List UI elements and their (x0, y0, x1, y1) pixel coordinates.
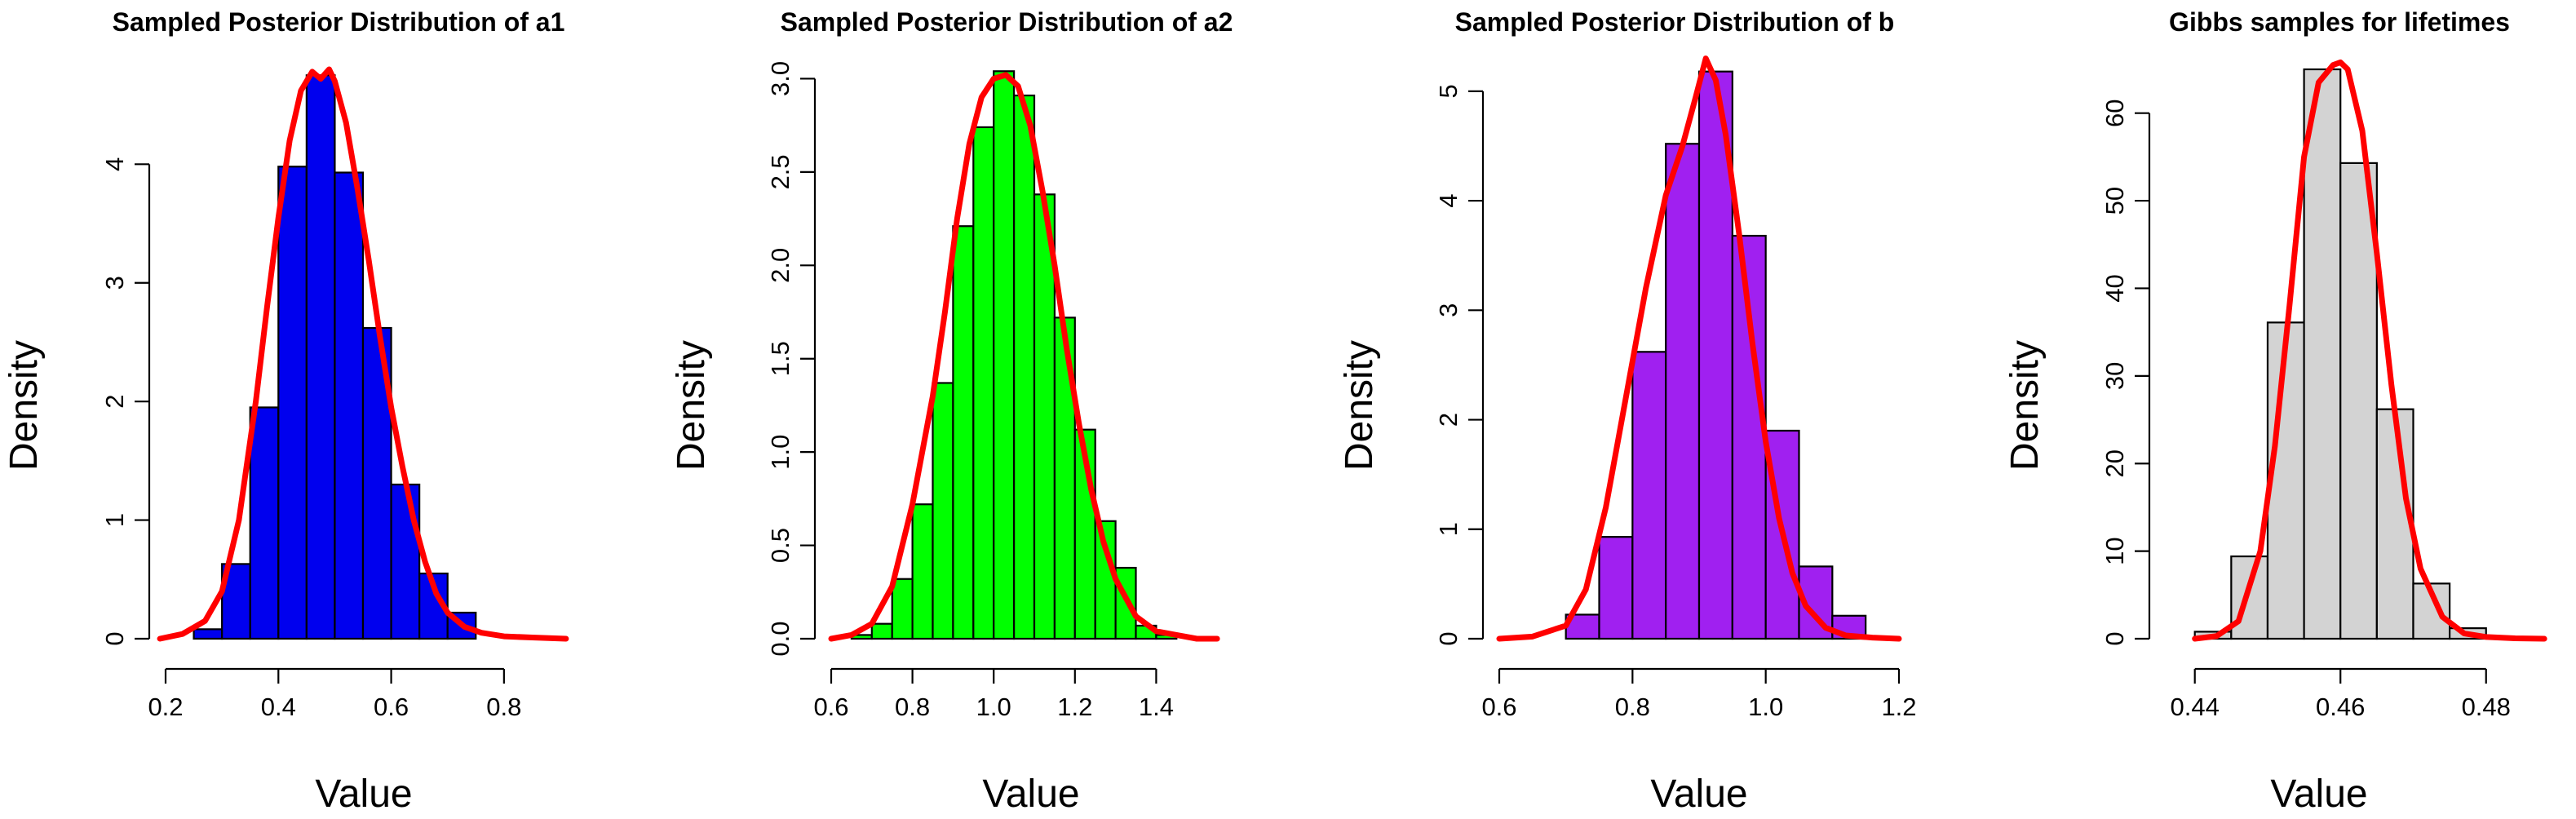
x-tick-label: 0.8 (486, 693, 521, 721)
histogram-bar (972, 126, 995, 640)
histogram-bars (1565, 70, 1867, 640)
chart-panel-a2: Sampled Posterior Distribution of a2 Den… (670, 7, 1233, 816)
y-axis-label: Density (2, 340, 46, 471)
y-tick-label: 3 (1434, 303, 1463, 317)
y-tick-label: 60 (2100, 99, 2129, 126)
chart-title: Sampled Posterior Distribution of a1 (113, 7, 565, 37)
chart-title: Sampled Posterior Distribution of a2 (781, 7, 1233, 37)
y-tick-label: 2 (100, 395, 129, 409)
histogram-bars (193, 74, 477, 640)
x-tick-label: 0.8 (1615, 693, 1650, 721)
chart-panel-b: Sampled Posterior Distribution of b Dens… (1338, 7, 1917, 816)
y-tick-label: 30 (2100, 362, 2129, 390)
y-tick-label: 40 (2100, 274, 2129, 302)
x-tick-label: 1.4 (1139, 693, 1174, 721)
density-curve-group (2192, 59, 2547, 642)
density-curve (1496, 55, 1902, 642)
density-curve (828, 72, 1220, 642)
density-curve (157, 66, 569, 642)
histogram-bar (993, 70, 1016, 640)
y-tick-label: 4 (1434, 193, 1463, 207)
y-tick-label: 1 (1434, 522, 1463, 536)
x-axis-label: Value (2270, 773, 2367, 816)
y-tick-label: 3.0 (766, 61, 794, 96)
y-tick-label: 0.5 (766, 528, 794, 563)
chart-panel-lifetimes: Gibbs samples for lifetimes Density Valu… (2003, 7, 2547, 816)
histogram-bar (911, 503, 934, 640)
histogram-bar (390, 483, 421, 640)
chart-panel-a1: Sampled Posterior Distribution of a1 Den… (2, 7, 569, 816)
y-axis-label: Density (2003, 340, 2047, 471)
histogram-bar (2266, 321, 2305, 640)
histogram-bar (952, 225, 975, 640)
x-axis-label: Value (982, 773, 1079, 816)
histogram-bar (277, 166, 308, 640)
histogram-bar (932, 382, 954, 640)
y-tick-label: 1.5 (766, 341, 794, 376)
y-tick-label: 2.5 (766, 154, 794, 189)
x-tick-label: 1.2 (1057, 693, 1092, 721)
histogram-bar (2303, 68, 2342, 640)
density-curve-group (828, 72, 1220, 642)
chart-title: Gibbs samples for lifetimes (2169, 7, 2510, 37)
axes: 0.6 0.8 1.0 1.2 0 1 2 3 4 5 (1434, 84, 1917, 721)
y-tick-label: 5 (1434, 84, 1463, 98)
x-tick-label: 0.6 (813, 693, 848, 721)
y-tick-label: 2 (1434, 413, 1463, 427)
histogram-bar (1697, 70, 1733, 640)
chart-title: Sampled Posterior Distribution of b (1455, 7, 1895, 37)
histogram-bar (1598, 536, 1634, 640)
y-tick-label: 0 (2100, 631, 2129, 645)
histogram-bar (193, 628, 224, 640)
y-tick-label: 3 (100, 276, 129, 290)
histogram-bar (891, 578, 914, 640)
axes: 0.6 0.8 1.0 1.2 1.4 0.0 0.5 1.0 1.5 2.0 2.5 3.0 (766, 61, 1174, 721)
x-tick-label: 0.6 (374, 693, 409, 721)
density-curve-group (157, 66, 569, 642)
x-tick-label: 0.46 (2316, 693, 2365, 721)
y-tick-label: 1.0 (766, 435, 794, 470)
y-tick-label: 0 (1434, 631, 1463, 645)
x-tick-label: 0.2 (148, 693, 183, 721)
axes: 0.44 0.46 0.48 0 10 20 30 40 50 60 (2100, 99, 2511, 721)
y-tick-label: 50 (2100, 187, 2129, 215)
density-curve (2192, 59, 2547, 642)
histogram-bar (1665, 143, 1701, 640)
histogram-bar (1631, 351, 1667, 640)
x-tick-label: 1.0 (1748, 693, 1783, 721)
histogram-bar (334, 171, 365, 640)
y-axis-label: Density (1338, 340, 1381, 471)
x-tick-label: 0.48 (2462, 693, 2511, 721)
x-tick-label: 0.4 (261, 693, 296, 721)
histogram-bar (2230, 555, 2269, 640)
histogram-bar (2375, 408, 2414, 640)
histogram-bar (249, 406, 280, 640)
axes: 0.2 0.4 0.6 0.8 0 1 2 3 4 (100, 157, 521, 721)
y-tick-label: 20 (2100, 449, 2129, 477)
histogram-bars (850, 70, 1178, 640)
y-tick-label: 2.0 (766, 248, 794, 283)
histogram-bar (2339, 162, 2378, 640)
x-tick-label: 1.2 (1881, 693, 1916, 721)
y-tick-label: 4 (100, 157, 129, 171)
x-axis-label: Value (315, 773, 412, 816)
histogram-bar (870, 622, 893, 640)
y-tick-label: 1 (100, 513, 129, 527)
x-tick-label: 1.0 (976, 693, 1011, 721)
x-tick-label: 0.6 (1481, 693, 1516, 721)
y-tick-label: 0.0 (766, 621, 794, 656)
histogram-bar (1012, 94, 1036, 640)
y-tick-label: 10 (2100, 537, 2129, 564)
histogram-bar (305, 74, 336, 640)
histogram-bars (2193, 68, 2487, 640)
x-tick-label: 0.8 (895, 693, 930, 721)
y-axis-label: Density (670, 340, 713, 471)
density-curve-group (1496, 55, 1902, 642)
x-axis-label: Value (1650, 773, 1747, 816)
y-tick-label: 0 (100, 631, 129, 645)
x-tick-label: 0.44 (2171, 693, 2220, 721)
